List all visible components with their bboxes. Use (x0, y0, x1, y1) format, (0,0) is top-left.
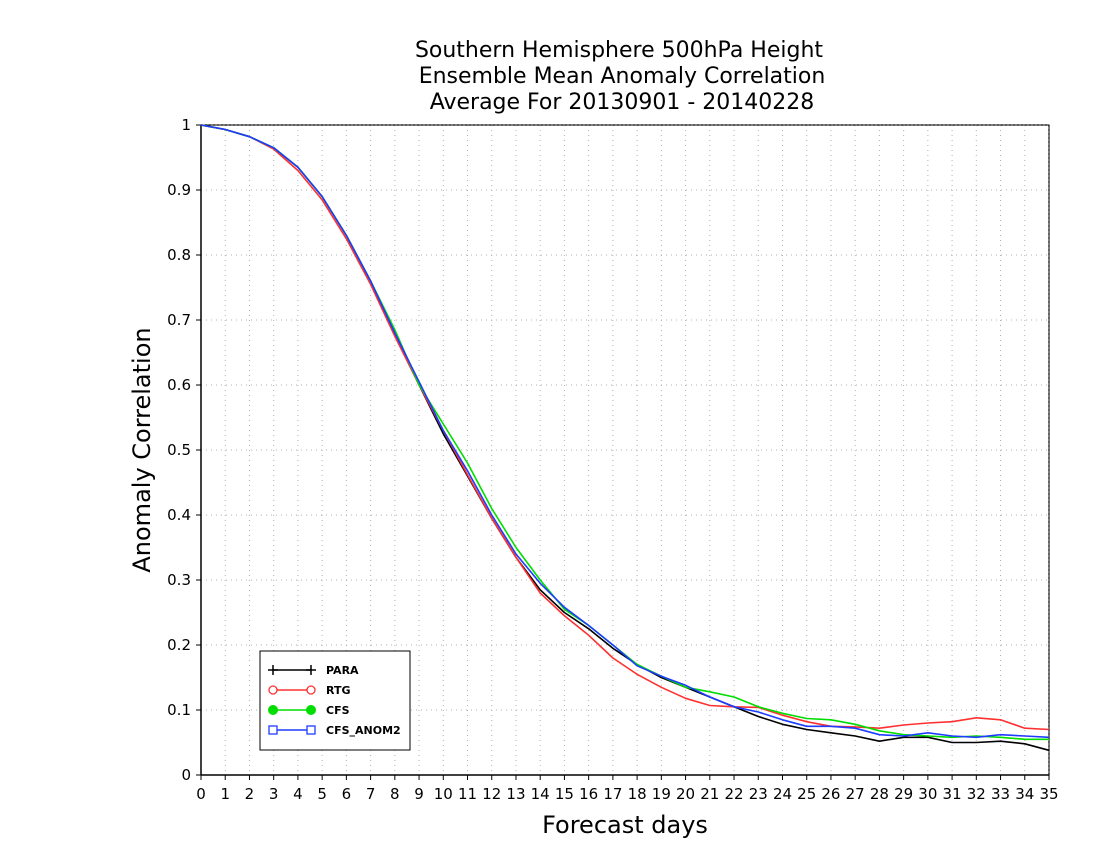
x-tick-label-6: 6 (342, 785, 352, 803)
series-line-cfs (200, 124, 1049, 741)
x-tick-label-4: 4 (293, 785, 303, 803)
x-tick-label-16: 16 (579, 785, 598, 803)
legend-marker-0-0 (268, 665, 278, 675)
y-tick-label-6: 0.6 (167, 376, 191, 394)
x-tick-label-2: 2 (245, 785, 255, 803)
y-tick-label-0: 0 (181, 766, 191, 784)
legend-box (259, 650, 411, 751)
title-line-1: Southern Hemisphere 500hPa Height (415, 38, 823, 63)
y-tick-label-4: 0.4 (167, 506, 191, 524)
legend-marker-1-1 (306, 685, 316, 695)
legend-label-1: RTG (326, 684, 351, 697)
title-line-2: Ensemble Mean Anomaly Correlation (419, 64, 826, 89)
x-axis-label: Forecast days (542, 811, 708, 839)
legend-label-3: CFS_ANOM2 (326, 724, 401, 737)
x-tick-label-11: 11 (458, 785, 477, 803)
y-tick-label-1: 0.1 (167, 701, 191, 719)
legend-marker-0-1 (306, 665, 316, 675)
x-tick-label-8: 8 (390, 785, 400, 803)
x-tick-label-13: 13 (506, 785, 525, 803)
x-tick-label-10: 10 (434, 785, 453, 803)
y-tick-label-5: 0.5 (167, 441, 191, 459)
y-tick-label-2: 0.2 (167, 636, 191, 654)
legend-marker-3-1 (306, 725, 316, 735)
x-tick-label-34: 34 (1015, 785, 1034, 803)
x-tick-label-27: 27 (846, 785, 865, 803)
x-tick-label-19: 19 (652, 785, 671, 803)
x-tick-label-26: 26 (821, 785, 840, 803)
legend-label-2: CFS (326, 704, 350, 717)
x-tick-label-23: 23 (749, 785, 768, 803)
x-tick-label-28: 28 (870, 785, 889, 803)
y-tick-label-7: 0.7 (167, 311, 191, 329)
grid (201, 125, 1049, 775)
legend: PARA RTG CFS CFS_ANOM2 (259, 650, 411, 751)
x-tick-label-30: 30 (918, 785, 937, 803)
legend-marker-1-0 (268, 685, 278, 695)
x-tick-label-3: 3 (269, 785, 279, 803)
x-tick-label-15: 15 (555, 785, 574, 803)
axes (196, 124, 1050, 780)
series-lines (200, 124, 1050, 752)
x-tick-label-9: 9 (414, 785, 424, 803)
y-axis-label: Anomaly Correlation (128, 327, 156, 572)
x-tick-label-12: 12 (482, 785, 501, 803)
x-tick-label-35: 35 (1039, 785, 1058, 803)
x-tick-label-25: 25 (797, 785, 816, 803)
y-tick-label-8: 0.8 (167, 246, 191, 264)
x-tick-label-33: 33 (991, 785, 1010, 803)
x-tick-label-21: 21 (700, 785, 719, 803)
series-line-rtg (200, 124, 1050, 731)
x-tick-label-31: 31 (943, 785, 962, 803)
title-line-3: Average For 20130901 - 20140228 (430, 90, 815, 115)
chart-title: Southern Hemisphere 500hPa Height Ensemb… (415, 38, 825, 115)
legend-label-0: PARA (326, 664, 359, 677)
x-tick-label-18: 18 (628, 785, 647, 803)
x-tick-label-7: 7 (366, 785, 376, 803)
y-tick-label-9: 0.9 (167, 181, 191, 199)
x-tick-label-17: 17 (603, 785, 622, 803)
x-tick-label-0: 0 (196, 785, 206, 803)
x-tick-label-32: 32 (967, 785, 986, 803)
legend-marker-2-1 (306, 705, 316, 715)
tick-labels: 0 1 2 3 4 5 6 7 8 9 10 11 12 13 14 15 16 17 18 19 20 21 22 23 24… (167, 116, 1058, 803)
x-tick-label-1: 1 (220, 785, 230, 803)
x-tick-label-29: 29 (894, 785, 913, 803)
y-tick-label-10: 1 (181, 116, 191, 134)
x-tick-label-24: 24 (773, 785, 792, 803)
y-tick-label-3: 0.3 (167, 571, 191, 589)
x-tick-label-22: 22 (724, 785, 743, 803)
x-tick-label-14: 14 (531, 785, 550, 803)
series-line-cfs-anom2 (200, 124, 1050, 739)
legend-marker-3-0 (268, 725, 278, 735)
x-tick-label-20: 20 (676, 785, 695, 803)
legend-marker-2-0 (268, 705, 278, 715)
x-tick-label-5: 5 (317, 785, 327, 803)
